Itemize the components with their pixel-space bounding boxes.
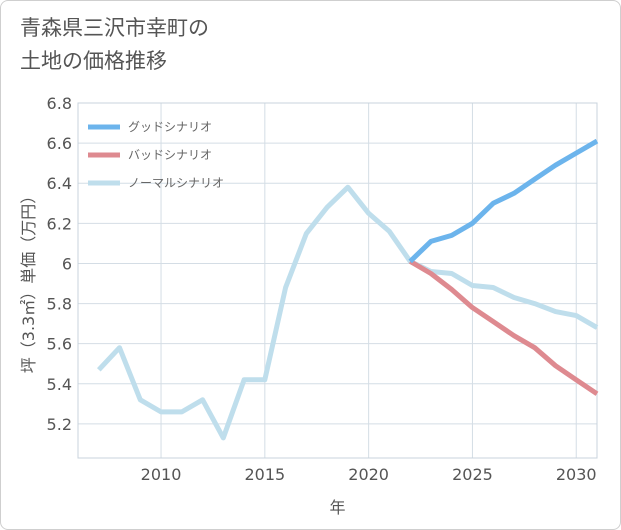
x-tick-label-2015: 2015 (244, 465, 285, 484)
legend-label-2: ノーマルシナリオ (128, 176, 224, 190)
chart-title-line-2: 土地の価格推移 (20, 49, 167, 73)
series-line-1 (408, 259, 599, 396)
y-tick-label-5-4: 5.4 (47, 375, 72, 394)
y-tick-label-6: 6 (62, 254, 72, 273)
grid (78, 102, 597, 458)
x-tick-label-2030: 2030 (556, 465, 597, 484)
y-tick-label-6-4: 6.4 (47, 174, 72, 193)
chart-title: 青森県三沢市幸町の 土地の価格推移 (20, 12, 209, 78)
legend-label-0: グッドシナリオ (128, 120, 212, 134)
series-lines (96, 138, 599, 441)
y-tick-label-5-8: 5.8 (47, 295, 72, 314)
y-axis-label: 坪（3.3㎡）単価（万円） (19, 188, 38, 373)
series-line-2 (96, 184, 599, 441)
tick-labels: 5.2 5.4 5.6 5.8 6 6.2 6.4 6.6 6.8 2010 2015 2020 202… (47, 94, 597, 484)
y-tick-label-5-2: 5.2 (47, 415, 72, 434)
x-tick-label-2020: 2020 (348, 465, 389, 484)
y-tick-label-6-2: 6.2 (47, 214, 72, 233)
series-line-0 (408, 138, 599, 264)
x-tick-label-2010: 2010 (141, 465, 182, 484)
chart-title-line-1: 青森県三沢市幸町の (20, 16, 209, 40)
plot-area-frame (77, 102, 598, 459)
x-tick-label-2025: 2025 (452, 465, 493, 484)
x-axis-label: 年 (329, 498, 345, 517)
y-tick-label-6-6: 6.6 (47, 134, 72, 153)
legend-label-1: バッドシナリオ (128, 148, 212, 162)
y-tick-label-5-6: 5.6 (47, 335, 72, 354)
y-tick-label-6-8: 6.8 (47, 94, 72, 113)
